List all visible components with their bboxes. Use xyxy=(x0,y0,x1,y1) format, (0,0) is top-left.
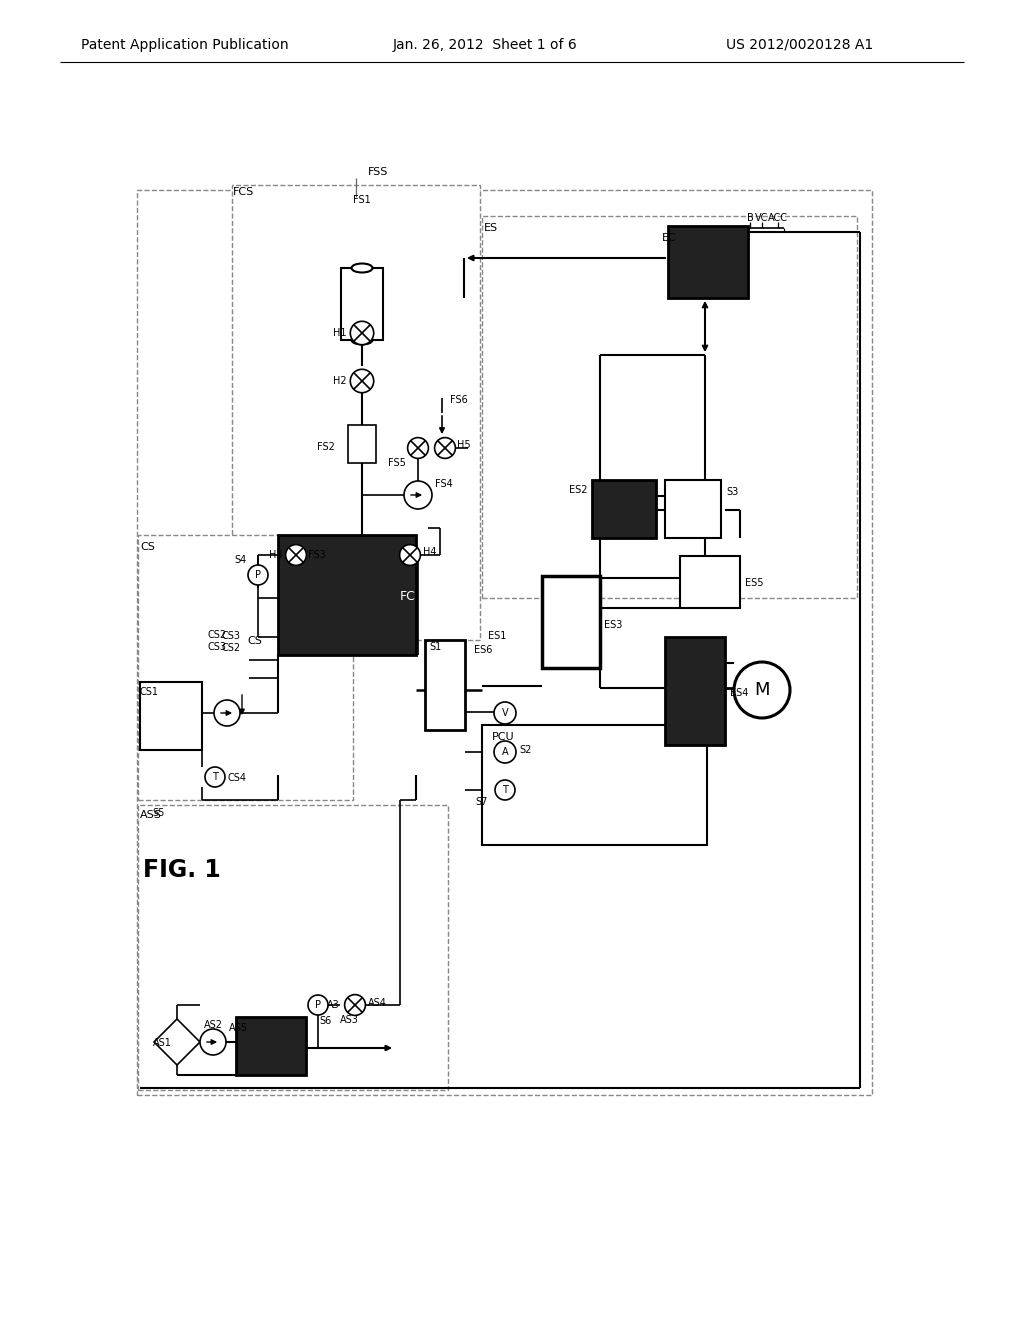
Text: ES1: ES1 xyxy=(487,631,506,642)
Text: FC: FC xyxy=(400,590,416,603)
Text: H1: H1 xyxy=(334,327,347,338)
Bar xyxy=(542,576,600,668)
Bar xyxy=(138,535,353,800)
Text: PCU: PCU xyxy=(492,733,515,742)
Text: ASS: ASS xyxy=(140,810,162,820)
Text: CS1: CS1 xyxy=(139,686,158,697)
Circle shape xyxy=(200,1030,226,1055)
Bar xyxy=(348,425,376,463)
Text: T: T xyxy=(212,772,218,781)
Text: CS3: CS3 xyxy=(222,631,241,642)
Bar xyxy=(668,226,748,298)
Text: M: M xyxy=(755,681,770,700)
Text: A: A xyxy=(502,747,508,756)
Polygon shape xyxy=(154,1019,200,1065)
Text: CS: CS xyxy=(247,636,262,645)
Bar xyxy=(140,682,202,750)
Text: VC: VC xyxy=(756,213,769,223)
Text: AS3: AS3 xyxy=(340,1015,358,1026)
Bar xyxy=(278,535,416,655)
Text: CS2: CS2 xyxy=(222,643,241,653)
Text: ACC: ACC xyxy=(768,213,788,223)
Bar xyxy=(138,805,449,1090)
Circle shape xyxy=(205,767,225,787)
Bar xyxy=(665,638,725,744)
Text: S7: S7 xyxy=(475,797,488,807)
Text: ES5: ES5 xyxy=(745,578,764,587)
Bar xyxy=(137,190,872,1096)
Circle shape xyxy=(434,438,456,458)
Text: CS3: CS3 xyxy=(207,642,226,652)
Text: CS2: CS2 xyxy=(207,630,226,640)
Text: EC: EC xyxy=(662,234,677,243)
Circle shape xyxy=(350,321,374,345)
Text: FS2: FS2 xyxy=(317,442,335,451)
Text: FS3: FS3 xyxy=(308,550,326,560)
Ellipse shape xyxy=(351,335,373,345)
Text: ES6: ES6 xyxy=(474,645,492,655)
Text: AS2: AS2 xyxy=(204,1020,222,1030)
Text: FS6: FS6 xyxy=(450,395,468,405)
Text: ES2: ES2 xyxy=(568,484,587,495)
Text: FS5: FS5 xyxy=(388,458,406,469)
Text: AS5: AS5 xyxy=(229,1023,248,1034)
Text: FSS: FSS xyxy=(368,168,388,177)
Bar xyxy=(680,556,740,609)
Circle shape xyxy=(248,565,268,585)
Circle shape xyxy=(494,702,516,723)
Text: S1: S1 xyxy=(429,642,441,652)
Text: FCS: FCS xyxy=(233,187,254,197)
Circle shape xyxy=(494,741,516,763)
Circle shape xyxy=(399,545,421,565)
Text: H3: H3 xyxy=(269,550,283,560)
Text: P: P xyxy=(315,1001,321,1010)
Text: S6: S6 xyxy=(318,1016,331,1026)
Circle shape xyxy=(404,480,432,510)
Text: FIG. 1: FIG. 1 xyxy=(143,858,221,882)
Ellipse shape xyxy=(351,264,373,272)
Circle shape xyxy=(350,370,374,393)
Text: B: B xyxy=(746,213,754,223)
Circle shape xyxy=(495,780,515,800)
Text: H5: H5 xyxy=(457,440,471,450)
Circle shape xyxy=(308,995,328,1015)
Text: T: T xyxy=(502,785,508,795)
Bar xyxy=(425,640,465,730)
Text: FS4: FS4 xyxy=(435,479,453,488)
Circle shape xyxy=(214,700,240,726)
Text: AS4: AS4 xyxy=(368,998,387,1008)
Text: P: P xyxy=(255,570,261,579)
Text: H4: H4 xyxy=(423,546,436,557)
Circle shape xyxy=(286,545,306,565)
Text: V: V xyxy=(502,708,508,718)
Text: Jan. 26, 2012  Sheet 1 of 6: Jan. 26, 2012 Sheet 1 of 6 xyxy=(392,38,578,51)
Bar xyxy=(592,480,656,539)
Bar xyxy=(482,725,707,845)
Bar xyxy=(341,268,383,341)
Circle shape xyxy=(408,438,428,458)
Bar xyxy=(232,185,480,640)
Bar xyxy=(665,480,721,539)
Text: FS1: FS1 xyxy=(353,195,371,205)
Text: ES: ES xyxy=(484,223,498,234)
Text: CS4: CS4 xyxy=(227,774,246,783)
Circle shape xyxy=(734,663,790,718)
Text: A3: A3 xyxy=(327,1001,340,1010)
Text: AS1: AS1 xyxy=(153,1038,171,1048)
Text: S3: S3 xyxy=(726,487,738,498)
Text: S4: S4 xyxy=(234,554,247,565)
Text: ES4: ES4 xyxy=(730,688,749,698)
Text: CS: CS xyxy=(140,543,155,552)
Bar xyxy=(482,216,857,598)
Circle shape xyxy=(345,994,366,1015)
Bar xyxy=(236,1016,306,1074)
Text: H2: H2 xyxy=(334,376,347,385)
Text: S5: S5 xyxy=(152,808,165,818)
Text: US 2012/0020128 A1: US 2012/0020128 A1 xyxy=(726,38,873,51)
Text: ES3: ES3 xyxy=(604,620,623,630)
Text: Patent Application Publication: Patent Application Publication xyxy=(81,38,289,51)
Text: S2: S2 xyxy=(519,744,531,755)
